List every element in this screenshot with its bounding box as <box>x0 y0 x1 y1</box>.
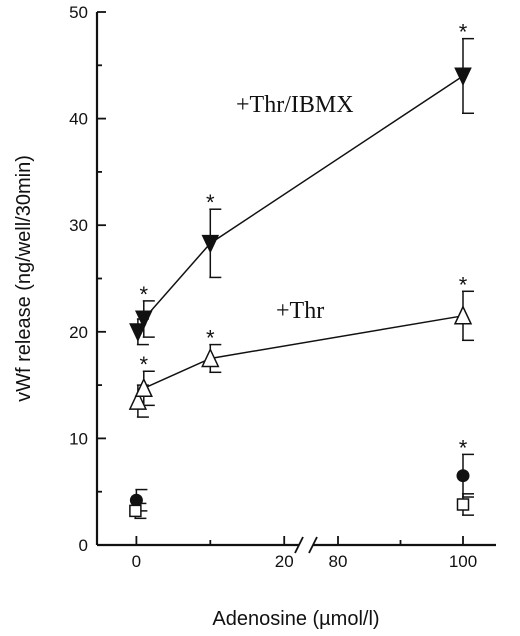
y-tick-label: 20 <box>69 323 88 342</box>
data-point <box>201 347 220 368</box>
significance-star: * <box>140 282 149 307</box>
y-tick-label: 50 <box>69 3 88 22</box>
x-axis-title: Adenosine (µmol/l) <box>212 608 379 630</box>
y-tick-label: 0 <box>79 536 88 555</box>
series-line <box>137 315 464 402</box>
significance-star: * <box>140 352 149 377</box>
series-layer: * * * * * * * <box>128 20 474 520</box>
data-point <box>128 390 148 410</box>
x-tick-label: 0 <box>132 552 141 571</box>
series-2: * <box>129 435 474 512</box>
series-1: * * * <box>128 272 474 418</box>
y-tick-label: 30 <box>69 216 88 235</box>
x-tick-label: 80 <box>329 552 348 571</box>
series-3 <box>129 493 474 520</box>
data-point <box>456 469 470 483</box>
data-point <box>134 310 153 330</box>
significance-star: * <box>459 435 468 460</box>
x-tick-label: 20 <box>275 552 294 571</box>
x-tick-label: 100 <box>449 552 477 571</box>
series-label-thr: +Thr <box>276 298 324 324</box>
y-axis-title: vWf release (ng/well/30min) <box>13 155 35 402</box>
axis-break-mark <box>294 536 304 554</box>
data-point <box>456 498 470 511</box>
axes: 0 10 20 30 40 50 0 20 80 100 Adenosine (µmol/l) vWf… <box>13 3 496 630</box>
series-label-thr-ibmx: +Thr/IBMX <box>236 92 354 118</box>
y-tick-label: 10 <box>69 429 88 448</box>
data-point <box>454 67 472 87</box>
annotation-layer: +Thr/IBMX +Thr <box>236 92 354 324</box>
data-point <box>134 377 153 398</box>
y-tick-label: 40 <box>69 110 88 129</box>
significance-star: * <box>459 20 468 45</box>
data-point <box>129 504 142 518</box>
data-point <box>453 305 473 325</box>
axis-break-mark <box>308 536 318 554</box>
significance-star: * <box>459 272 468 297</box>
data-point <box>129 323 147 342</box>
significance-star: * <box>206 190 215 215</box>
significance-star: * <box>206 326 215 351</box>
series-0: * * * <box>129 20 474 346</box>
data-point <box>201 234 220 254</box>
